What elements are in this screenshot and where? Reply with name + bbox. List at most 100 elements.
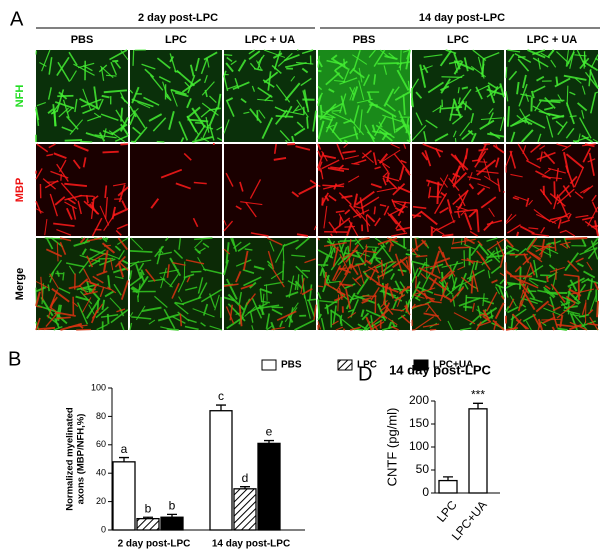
fiber [91,201,95,209]
fiber [294,319,315,331]
fiber [580,187,590,194]
fiber [452,190,469,206]
fiber [291,254,306,258]
fiber [58,287,71,294]
fiber [471,270,479,292]
fiber [253,67,263,72]
fiber [300,77,312,87]
fiber [361,299,369,304]
fiber [506,224,521,234]
fiber [354,274,363,282]
legend-swatch [337,359,353,371]
fiber [434,133,449,142]
fiber [354,237,365,250]
fiber [536,151,556,161]
fiber [386,237,399,243]
fiber [327,167,345,173]
fiber [66,262,85,268]
fiber [275,115,294,118]
fiber [323,241,347,247]
fiber [582,143,596,147]
fiber [321,159,340,170]
fiber [531,244,552,257]
fiber [96,270,108,277]
fiber [372,152,378,166]
fiber [394,294,406,302]
fiber [362,152,374,164]
fiber [442,251,449,266]
fiber [422,323,440,328]
fiber [477,56,485,79]
fiber [441,233,454,237]
fiber [584,220,598,231]
fiber [530,90,535,99]
fiber [579,57,590,70]
annotation: c [218,389,224,403]
fiber [181,78,202,93]
fiber [385,103,396,112]
annotation: *** [471,387,485,401]
fiber [66,106,74,114]
fiber [291,191,300,198]
fiber [540,226,546,234]
fiber [370,321,385,331]
fiber [353,159,367,165]
fiber [370,315,375,331]
fiber [317,115,336,119]
fiber [491,279,498,284]
fiber [499,272,505,277]
fiber [56,163,69,182]
fiber [64,182,88,188]
fiber [397,201,407,217]
fiber [349,118,365,136]
fiber [517,299,523,312]
bar [209,410,233,531]
fiber [83,237,89,245]
fiber [86,237,103,242]
fiber [194,247,202,255]
fiber [263,281,284,287]
fiber [295,237,310,250]
fiber [451,237,455,245]
fiber [259,288,273,294]
fiber [381,163,389,173]
fiber [93,112,101,118]
error-bar [143,516,153,519]
fiber [120,123,129,136]
fiber [452,130,457,138]
fiber [445,49,457,55]
annotation: d [242,471,249,485]
fiber [356,278,369,295]
fiber [373,265,379,274]
fiber [417,286,434,294]
fiber [405,260,409,268]
fiber [533,85,546,93]
fiber [520,93,532,97]
fiber [83,290,98,296]
fiber [577,102,588,112]
fiber [471,159,481,162]
fiber [441,76,463,78]
fiber [49,193,59,217]
fiber [249,108,262,124]
fiber [366,213,376,223]
fiber [535,170,552,180]
fiber [415,112,423,126]
fiber [114,255,126,268]
fiber [383,205,390,216]
fiber [390,143,400,149]
fiber [48,259,62,278]
annotation: b [169,499,176,513]
fiber [170,88,187,96]
fiber [582,185,594,194]
fiber [332,305,337,325]
fiber [337,294,340,312]
fiber [339,132,359,140]
fiber [499,253,505,268]
fiber [271,64,282,75]
fiber [118,249,125,260]
fiber [117,186,129,197]
fiber [517,143,529,161]
fiber [334,79,346,83]
fiber [365,316,373,331]
